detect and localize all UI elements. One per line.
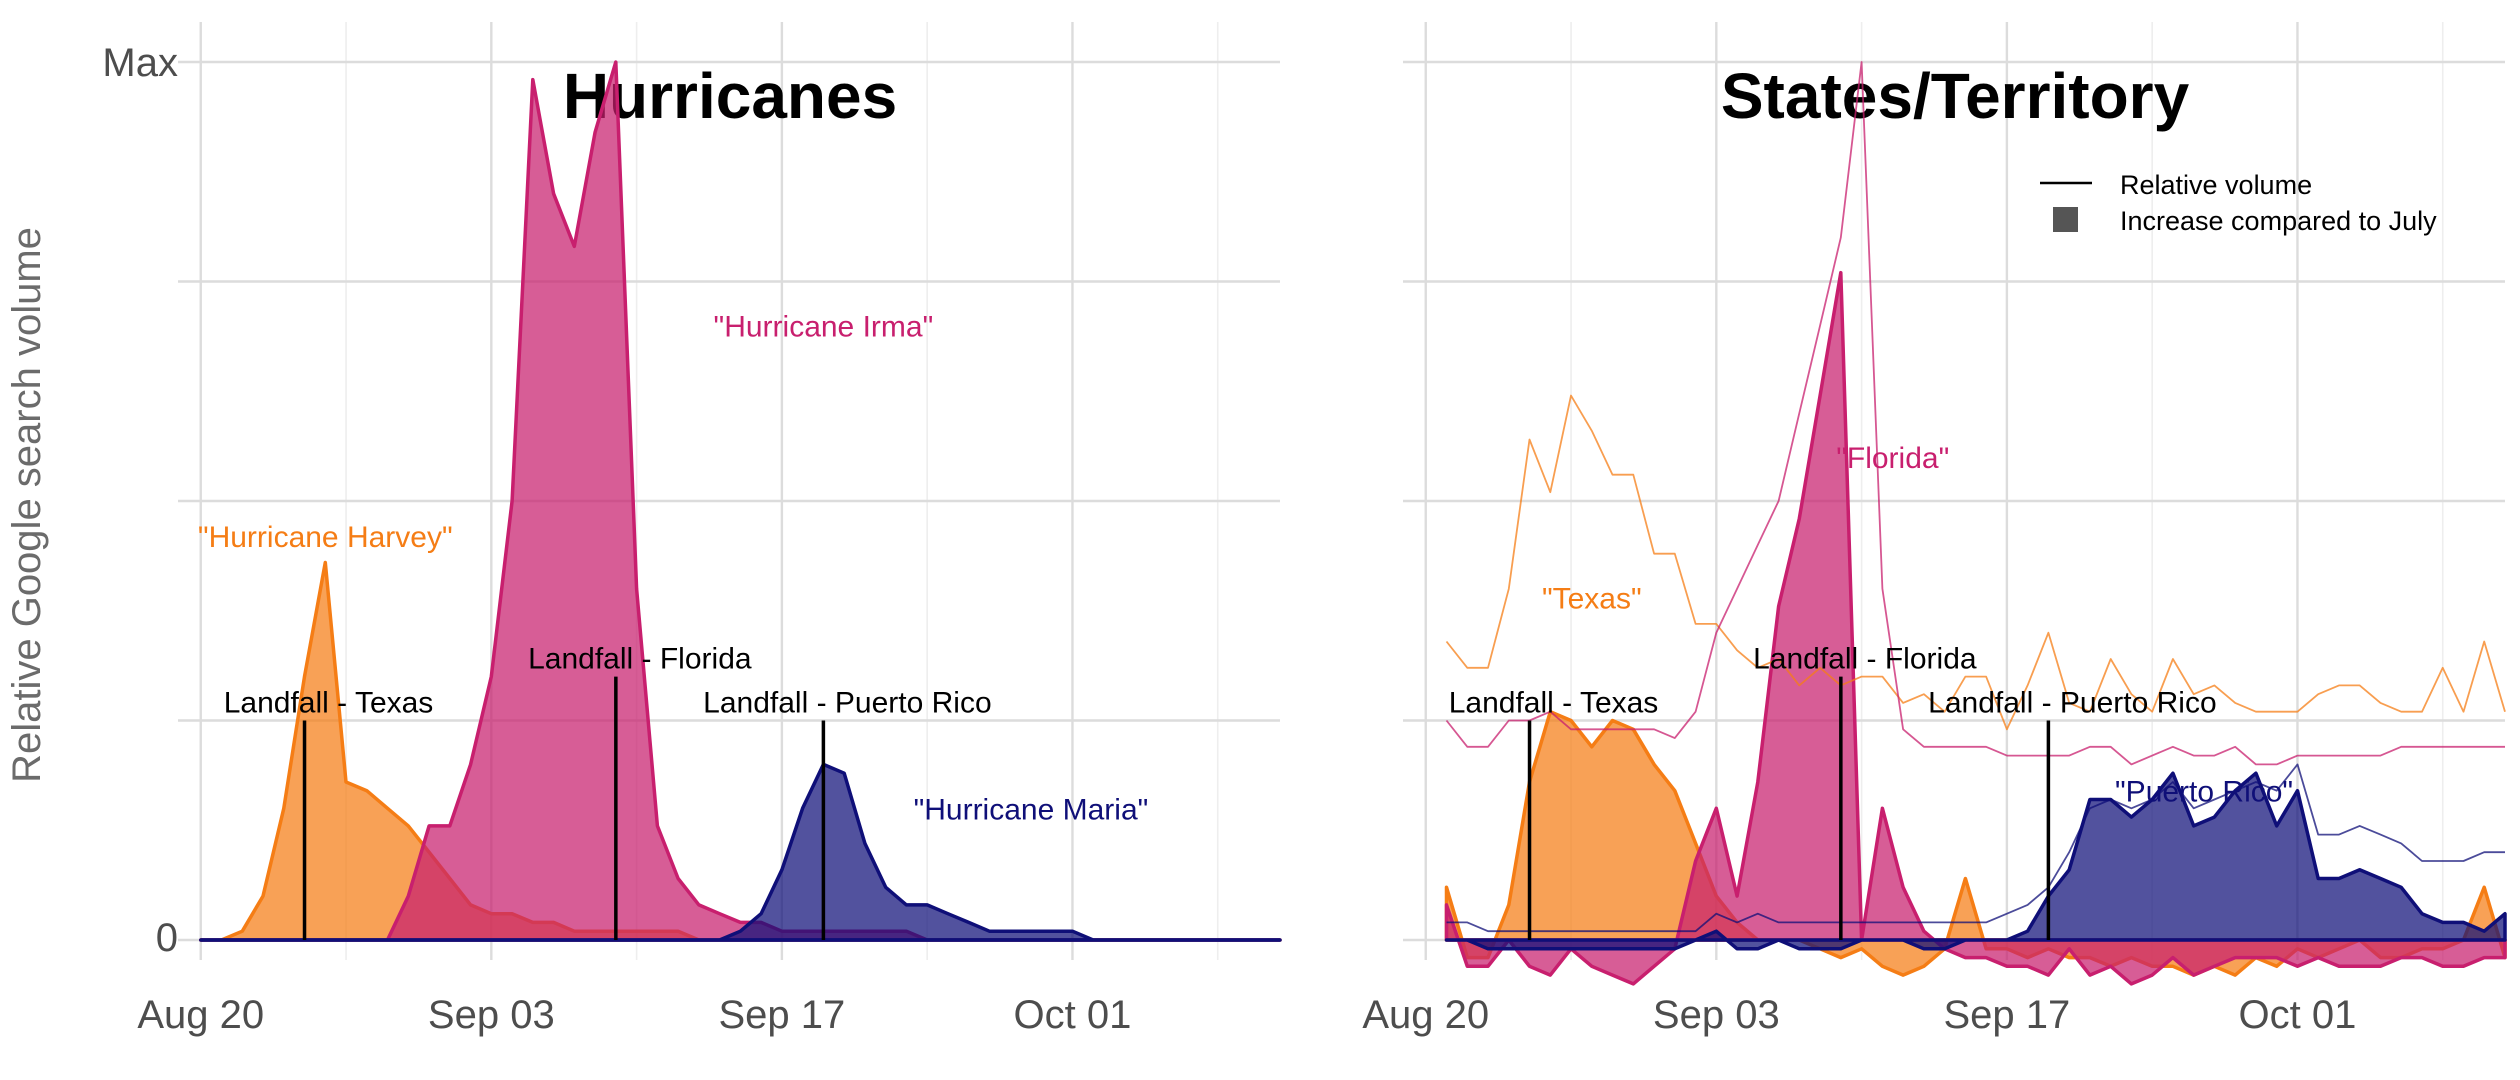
series-label: "Puerto Rico" [2115, 776, 2293, 809]
legend-label-relative: Relative volume [2120, 170, 2312, 200]
legend: Relative volume Increase compared to Jul… [2040, 170, 2437, 236]
landfall-label: Landfall - Puerto Rico [703, 687, 992, 720]
x-tick-label: Oct 01 [2239, 993, 2357, 1037]
legend-square-icon [2053, 207, 2078, 232]
series-label: "Florida" [1836, 442, 1949, 475]
series-increase-area [1444, 270, 2507, 986]
y-tick-max: Max [102, 41, 178, 85]
gridlines [178, 22, 1280, 960]
x-tick-label: Sep 03 [428, 993, 555, 1037]
series-increase-area [1444, 771, 2507, 951]
x-tick-label: Sep 17 [718, 993, 845, 1037]
landfall-label: Landfall - Texas [224, 687, 434, 720]
x-tick-label: Aug 20 [137, 993, 264, 1037]
series-relative-line [1445, 61, 2505, 766]
series-label: "Hurricane Irma" [714, 310, 934, 343]
x-tick-label: Oct 01 [1014, 993, 1132, 1037]
y-axis-label: Relative Google search volume [5, 227, 49, 783]
x-tick-label: Sep 03 [1653, 993, 1780, 1037]
series-relative-line [1445, 394, 2506, 731]
series-relative-line [1446, 763, 2505, 933]
x-tick-label: Sep 17 [1943, 993, 2070, 1037]
series-label: "Hurricane Maria" [914, 793, 1149, 826]
panel-title: States/Territory [1721, 60, 2190, 132]
landfall-label: Landfall - Florida [1753, 643, 1977, 676]
legend-label-increase: Increase compared to July [2120, 206, 2437, 236]
series-label: "Hurricane Harvey" [198, 521, 453, 554]
y-tick-zero: 0 [156, 916, 178, 960]
chart-panel: Aug 20 Sep 03 Sep 17 Oct 01Hurricanes"Hurri… [137, 22, 1282, 1037]
landfall-label: Landfall - Florida [528, 643, 752, 676]
series-area [199, 560, 1282, 942]
series-label: "Texas" [1542, 583, 1642, 616]
chart-panel: Aug 20 Sep 03 Sep 17 Oct 01 States/Territory… [1362, 22, 2507, 1037]
landfall-label: Landfall - Texas [1449, 687, 1659, 720]
landfall-label: Landfall - Puerto Rico [1928, 687, 2217, 720]
panels: Aug 20 Sep 03 Sep 17 Oct 01Hurricanes"Hurri… [137, 22, 2507, 1037]
x-tick-label: Aug 20 [1362, 993, 1489, 1037]
